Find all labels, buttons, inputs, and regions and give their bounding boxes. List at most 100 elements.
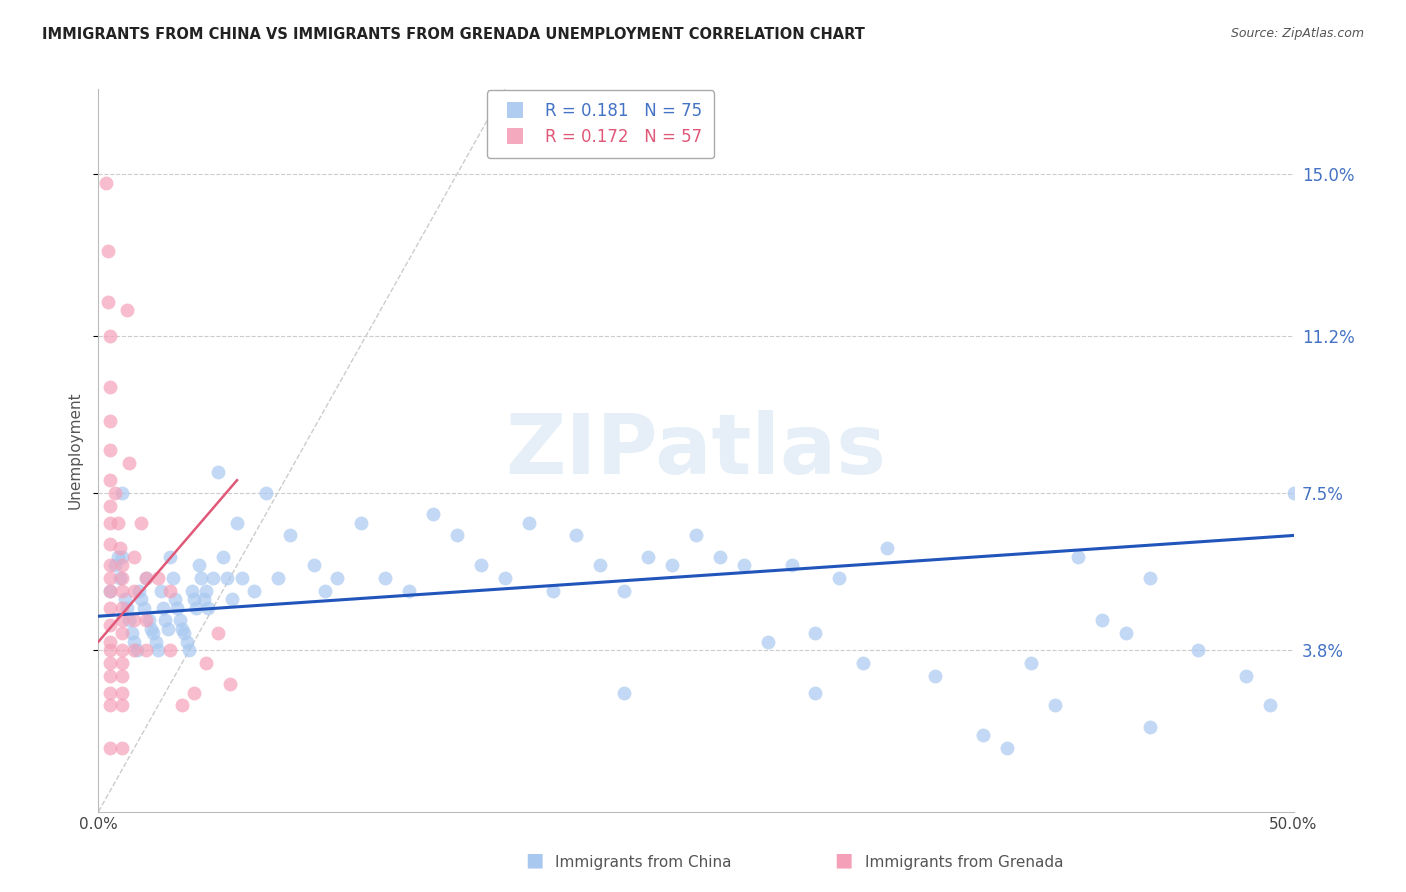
Point	[111, 698, 134, 713]
Point	[98, 600, 122, 615]
Point	[398, 583, 420, 598]
Point	[118, 614, 141, 628]
Point	[163, 592, 186, 607]
Point	[121, 626, 143, 640]
Point	[98, 698, 122, 713]
Point	[173, 626, 195, 640]
Point	[211, 549, 233, 564]
Text: IMMIGRANTS FROM CHINA VS IMMIGRANTS FROM GRENADA UNEMPLOYMENT CORRELATION CHART: IMMIGRANTS FROM CHINA VS IMMIGRANTS FROM…	[42, 27, 865, 42]
Point	[176, 634, 198, 648]
Text: Immigrants from Grenada: Immigrants from Grenada	[865, 855, 1063, 870]
Point	[1187, 643, 1209, 657]
Point	[1282, 486, 1305, 500]
Point	[1019, 656, 1042, 670]
Point	[145, 634, 167, 648]
Point	[111, 486, 134, 500]
Point	[131, 516, 153, 530]
Point	[219, 677, 242, 691]
Point	[195, 583, 218, 598]
Point	[613, 583, 636, 598]
Point	[111, 614, 134, 628]
Point	[756, 634, 779, 648]
Point	[162, 571, 184, 585]
Text: Immigrants from China: Immigrants from China	[555, 855, 733, 870]
Point	[876, 541, 898, 556]
Point	[221, 592, 243, 607]
Point	[111, 549, 134, 564]
Point	[98, 473, 122, 487]
Point	[124, 643, 146, 657]
Point	[111, 643, 134, 657]
Point	[709, 549, 731, 564]
Point	[124, 549, 146, 564]
Point	[780, 558, 803, 573]
Point	[637, 549, 659, 564]
Point	[98, 571, 122, 585]
Point	[183, 592, 205, 607]
Point	[111, 669, 134, 683]
Point	[97, 294, 120, 309]
Point	[197, 600, 219, 615]
Point	[98, 443, 122, 458]
Text: Source: ZipAtlas.com: Source: ZipAtlas.com	[1230, 27, 1364, 40]
Point	[470, 558, 492, 573]
Point	[243, 583, 266, 598]
Point	[155, 614, 177, 628]
Point	[1234, 669, 1257, 683]
Point	[98, 617, 122, 632]
Point	[104, 486, 127, 500]
Point	[111, 600, 134, 615]
Point	[111, 741, 134, 756]
Point	[124, 634, 146, 648]
Point	[1091, 614, 1114, 628]
Point	[169, 614, 191, 628]
Point	[1139, 720, 1161, 734]
Point	[108, 571, 131, 585]
Point	[98, 558, 122, 573]
Point	[125, 643, 148, 657]
Point	[804, 626, 827, 640]
Point	[995, 741, 1018, 756]
Point	[661, 558, 683, 573]
Point	[1139, 571, 1161, 585]
Text: ■: ■	[524, 851, 544, 870]
Point	[193, 592, 215, 607]
Point	[180, 583, 202, 598]
Text: ■: ■	[834, 851, 853, 870]
Point	[135, 571, 157, 585]
Point	[924, 669, 946, 683]
Point	[139, 622, 162, 636]
Point	[98, 328, 122, 343]
Point	[98, 741, 122, 756]
Point	[115, 303, 138, 318]
Point	[446, 528, 468, 542]
Point	[517, 516, 540, 530]
Point	[733, 558, 755, 573]
Point	[111, 656, 134, 670]
Point	[98, 686, 122, 700]
Point	[195, 656, 218, 670]
Point	[494, 571, 516, 585]
Point	[107, 549, 129, 564]
Point	[98, 583, 122, 598]
Point	[111, 686, 134, 700]
Point	[98, 583, 122, 598]
Point	[315, 583, 337, 598]
Point	[135, 571, 157, 585]
Point	[98, 380, 122, 394]
Point	[159, 583, 181, 598]
Point	[124, 583, 146, 598]
Point	[111, 571, 134, 585]
Point	[217, 571, 239, 585]
Point	[135, 643, 157, 657]
Point	[350, 516, 373, 530]
Point	[159, 549, 181, 564]
Point	[152, 600, 174, 615]
Legend: R = 0.181   N = 75, R = 0.172   N = 57: R = 0.181 N = 75, R = 0.172 N = 57	[486, 90, 714, 158]
Point	[148, 571, 170, 585]
Point	[541, 583, 564, 598]
Point	[111, 583, 134, 598]
Point	[138, 614, 160, 628]
Point	[186, 600, 208, 615]
Point	[111, 626, 134, 640]
